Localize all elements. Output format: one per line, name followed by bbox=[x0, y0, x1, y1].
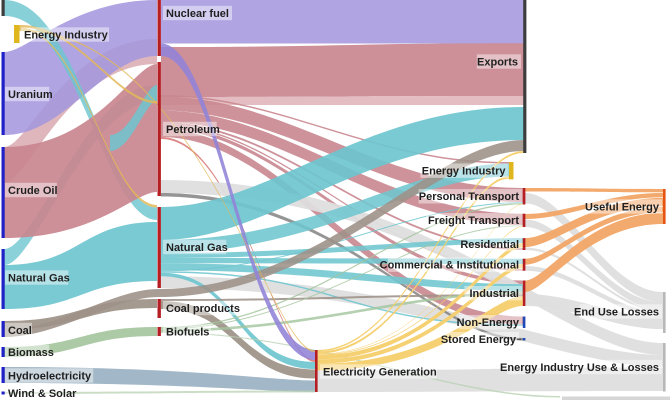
svg-text:Coal products: Coal products bbox=[166, 303, 240, 315]
svg-text:Exports: Exports bbox=[477, 56, 518, 68]
svg-text:Natural Gas: Natural Gas bbox=[166, 242, 228, 254]
svg-text:Uranium: Uranium bbox=[8, 89, 53, 101]
svg-text:Industrial: Industrial bbox=[469, 288, 519, 300]
svg-text:Freight Transport: Freight Transport bbox=[428, 215, 519, 227]
svg-text:Biofuels: Biofuels bbox=[166, 326, 209, 338]
svg-text:Natural Gas: Natural Gas bbox=[8, 272, 70, 284]
svg-text:Stored Energy: Stored Energy bbox=[441, 334, 517, 346]
svg-text:Energy Industry: Energy Industry bbox=[24, 29, 109, 41]
svg-text:Coal: Coal bbox=[8, 325, 32, 337]
svg-text:Commercial & Institutional: Commercial & Institutional bbox=[380, 260, 519, 272]
svg-text:Electricity Generation: Electricity Generation bbox=[323, 366, 437, 378]
svg-text:Energy Industry Use & Losses: Energy Industry Use & Losses bbox=[500, 362, 659, 374]
svg-text:Useful Energy: Useful Energy bbox=[585, 201, 660, 213]
svg-text:Non-Energy: Non-Energy bbox=[457, 317, 520, 329]
svg-text:Hydroelectricity: Hydroelectricity bbox=[8, 370, 92, 382]
svg-text:End Use Losses: End Use Losses bbox=[574, 306, 659, 318]
svg-text:Nuclear fuel: Nuclear fuel bbox=[166, 8, 229, 20]
svg-text:Wind & Solar: Wind & Solar bbox=[8, 388, 77, 400]
svg-text:Petroleum: Petroleum bbox=[166, 124, 220, 136]
svg-text:Biomass: Biomass bbox=[8, 347, 54, 359]
svg-text:Crude Oil: Crude Oil bbox=[8, 185, 58, 197]
svg-text:Energy Industry: Energy Industry bbox=[422, 166, 507, 178]
svg-text:Personal Transport: Personal Transport bbox=[419, 191, 520, 203]
svg-text:Residential: Residential bbox=[460, 239, 519, 251]
